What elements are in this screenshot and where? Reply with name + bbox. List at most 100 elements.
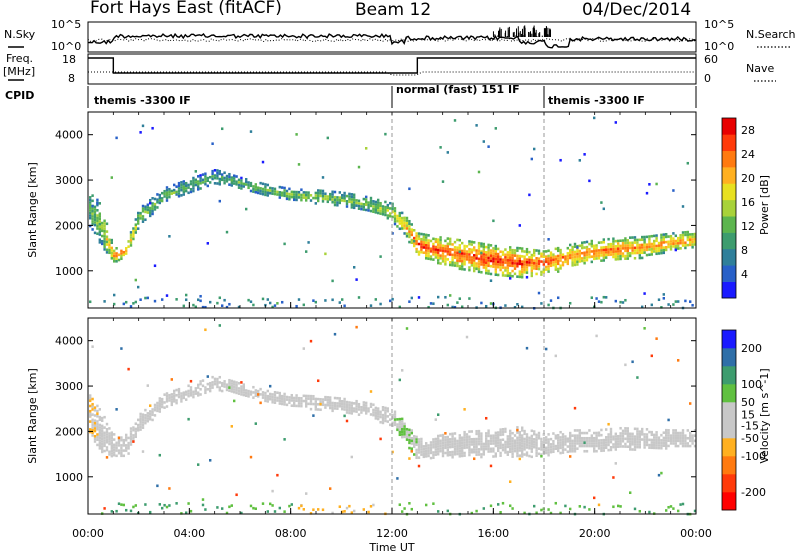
heatmap-cell	[465, 446, 469, 449]
heatmap-cell	[557, 449, 560, 453]
heatmap-cell	[449, 240, 452, 243]
heatmap-noise-cell	[686, 161, 689, 165]
heatmap-cell	[396, 214, 399, 218]
heatmap-cell	[235, 175, 238, 178]
heatmap-cell	[588, 442, 591, 445]
heatmap-cell	[609, 430, 613, 434]
heatmap-cell	[576, 436, 579, 440]
heatmap-ground-cell	[153, 299, 157, 303]
heatmap-cell	[333, 401, 337, 405]
heatmap-cell	[504, 448, 507, 452]
heatmap-cell	[91, 222, 94, 226]
heatmap-cell	[173, 394, 176, 398]
heatmap-cell	[386, 407, 389, 410]
heatmap-cell	[271, 393, 274, 396]
heatmap-cell	[578, 429, 581, 432]
heatmap-cell	[257, 395, 260, 398]
heatmap-cell	[451, 261, 454, 264]
heatmap-cell	[463, 436, 466, 439]
heatmap-cell	[290, 195, 293, 199]
heatmap-cell	[641, 427, 644, 431]
heatmap-cell	[153, 205, 157, 209]
heatmap-cell	[631, 432, 634, 436]
heatmap-cell	[417, 237, 421, 241]
heatmap-noise-cell	[480, 251, 483, 255]
heatmap-cell	[108, 442, 111, 446]
heatmap-cell	[643, 243, 646, 247]
heatmap-cell	[497, 441, 500, 445]
heatmap-cell	[235, 389, 238, 392]
heatmap-cell	[645, 443, 649, 447]
heatmap-cell	[470, 443, 473, 446]
heatmap-cell	[211, 175, 214, 178]
heatmap-cell	[408, 240, 411, 244]
heatmap-cell	[458, 447, 461, 450]
heatmap-cell	[619, 257, 622, 261]
heatmap-cell	[199, 187, 202, 190]
heatmap-cell	[110, 251, 113, 255]
heatmap-cell	[103, 227, 106, 230]
heatmap-cell	[597, 251, 601, 255]
heatmap-cell	[264, 183, 267, 186]
heatmap-cell	[552, 261, 555, 264]
heatmap-cell	[674, 234, 677, 238]
heatmap-cell	[648, 243, 651, 246]
heatmap-cell	[156, 401, 159, 405]
heatmap-cell	[643, 438, 646, 441]
heatmap-cell	[525, 435, 529, 439]
heatmap-cell	[302, 399, 305, 403]
heatmap-cell	[91, 397, 94, 401]
heatmap-cell	[504, 253, 507, 257]
heatmap-cell	[516, 441, 519, 445]
heatmap-cell	[108, 246, 111, 249]
heatmap-cell	[127, 447, 130, 450]
heatmap-cell	[497, 265, 500, 269]
heatmap-cell	[533, 432, 536, 436]
heatmap-ground-cell	[677, 509, 680, 513]
heatmap-cell	[273, 398, 277, 402]
heatmap-cell	[410, 442, 413, 445]
heatmap-cell	[98, 220, 101, 223]
heatmap-cell	[396, 219, 399, 223]
heatmap-noise-cell	[482, 140, 485, 143]
heatmap-cell	[482, 266, 485, 269]
heatmap-ground-cell	[312, 508, 315, 511]
heatmap-cell	[595, 246, 598, 250]
heatmap-cell	[422, 238, 425, 241]
heatmap-cell	[521, 442, 524, 445]
heatmap-cell	[225, 383, 229, 387]
heatmap-cell	[132, 237, 135, 241]
heatmap-cell	[434, 253, 437, 257]
heatmap-ground-cell	[103, 300, 106, 303]
heatmap-cell	[439, 447, 442, 450]
heatmap-cell	[413, 437, 416, 441]
heatmap-ground-cell	[182, 304, 185, 308]
heatmap-cell	[417, 232, 421, 235]
heatmap-cell	[461, 262, 464, 266]
heatmap-cell	[523, 258, 526, 261]
heatmap-cell	[103, 245, 106, 249]
heatmap-cell	[389, 413, 392, 416]
heatmap-cell	[101, 440, 104, 443]
heatmap-cell	[161, 197, 164, 200]
heatmap-cell	[547, 270, 550, 273]
heatmap-cell	[285, 398, 289, 401]
heatmap-noise-cell	[417, 296, 421, 299]
heatmap-cell	[686, 243, 689, 247]
heatmap-cell	[235, 180, 238, 184]
heatmap-ground-cell	[453, 305, 457, 309]
heatmap-cell	[569, 243, 572, 247]
colorbar-segment	[722, 183, 736, 201]
heatmap-cell	[473, 254, 476, 257]
heatmap-noise-cell	[475, 124, 478, 127]
heatmap-cell	[209, 389, 212, 393]
heatmap-cell	[542, 270, 545, 274]
heatmap-cell	[91, 421, 94, 424]
heatmap-cell	[437, 240, 440, 244]
heatmap-ground-cell	[617, 504, 620, 508]
heatmap-cell	[458, 436, 461, 440]
heatmap-cell	[535, 449, 538, 452]
heatmap-cell	[624, 254, 627, 258]
heatmap-cell	[98, 233, 101, 236]
heatmap-cell	[458, 238, 461, 242]
